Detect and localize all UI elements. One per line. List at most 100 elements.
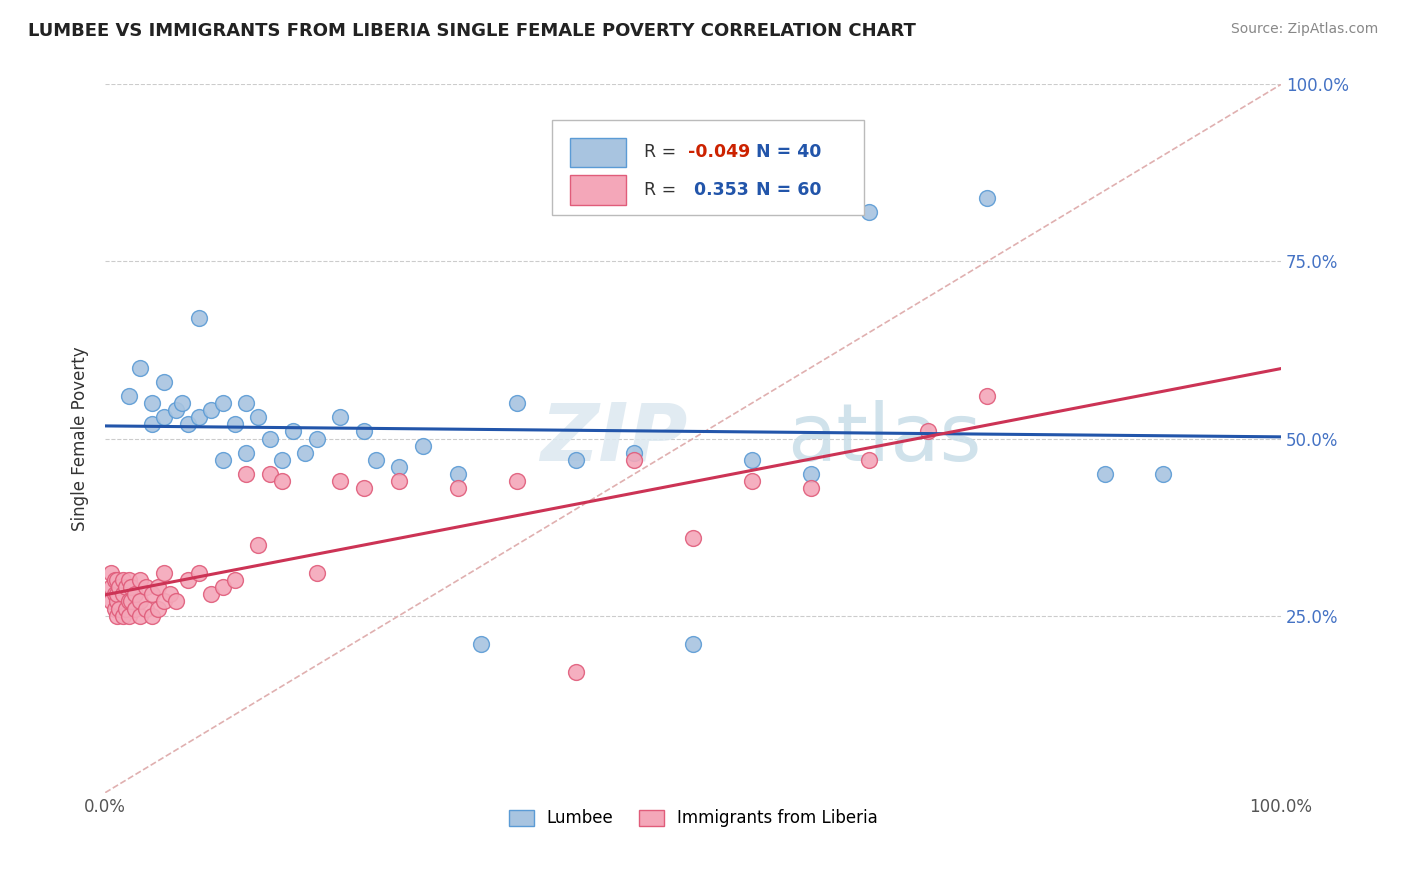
Point	[111, 608, 134, 623]
Point	[259, 432, 281, 446]
Point	[623, 446, 645, 460]
Point	[104, 573, 127, 587]
Point	[211, 580, 233, 594]
Point	[976, 389, 998, 403]
Point	[146, 580, 169, 594]
Point	[305, 432, 328, 446]
Point	[270, 452, 292, 467]
Text: LUMBEE VS IMMIGRANTS FROM LIBERIA SINGLE FEMALE POVERTY CORRELATION CHART: LUMBEE VS IMMIGRANTS FROM LIBERIA SINGLE…	[28, 22, 915, 40]
Point	[153, 410, 176, 425]
Point	[247, 410, 270, 425]
Point	[800, 481, 823, 495]
Text: -0.049: -0.049	[689, 144, 751, 161]
Point	[188, 410, 211, 425]
Text: atlas: atlas	[787, 400, 981, 477]
Point	[564, 665, 586, 680]
Point	[129, 573, 152, 587]
Point	[153, 566, 176, 580]
Text: 0.353: 0.353	[689, 181, 749, 199]
Point	[235, 467, 257, 481]
Point	[129, 360, 152, 375]
Point	[741, 452, 763, 467]
Point	[564, 452, 586, 467]
Point	[270, 474, 292, 488]
Point	[412, 439, 434, 453]
Point	[176, 417, 198, 432]
Point	[111, 573, 134, 587]
Point	[135, 601, 157, 615]
Point	[115, 580, 138, 594]
Point	[135, 580, 157, 594]
Point	[329, 474, 352, 488]
Point	[118, 608, 141, 623]
Point	[682, 531, 704, 545]
Point	[235, 446, 257, 460]
Point	[129, 608, 152, 623]
Text: Source: ZipAtlas.com: Source: ZipAtlas.com	[1230, 22, 1378, 37]
Point	[165, 403, 187, 417]
Point	[141, 396, 163, 410]
Point	[100, 566, 122, 580]
Point	[623, 452, 645, 467]
Point	[447, 467, 470, 481]
Point	[1094, 467, 1116, 481]
Point	[200, 403, 222, 417]
Point	[211, 396, 233, 410]
Point	[153, 594, 176, 608]
Text: R =: R =	[644, 181, 682, 199]
Point	[141, 587, 163, 601]
Text: R =: R =	[644, 144, 682, 161]
Point	[200, 587, 222, 601]
Point	[1152, 467, 1174, 481]
Point	[129, 594, 152, 608]
Text: ZIP: ZIP	[540, 400, 688, 477]
Point	[105, 608, 128, 623]
Point	[506, 474, 529, 488]
Y-axis label: Single Female Poverty: Single Female Poverty	[72, 346, 89, 531]
Point	[146, 601, 169, 615]
Point	[159, 587, 181, 601]
Point	[858, 205, 880, 219]
Point	[224, 417, 246, 432]
Point	[388, 459, 411, 474]
Point	[120, 580, 142, 594]
Point	[104, 601, 127, 615]
Point	[364, 452, 387, 467]
Point	[124, 587, 146, 601]
Point	[211, 452, 233, 467]
Point	[141, 608, 163, 623]
Point	[141, 417, 163, 432]
Point	[108, 601, 131, 615]
Point	[111, 587, 134, 601]
Point	[188, 311, 211, 326]
Point	[353, 481, 375, 495]
Point	[118, 389, 141, 403]
Point	[165, 594, 187, 608]
Point	[104, 587, 127, 601]
Point	[741, 474, 763, 488]
FancyBboxPatch shape	[553, 120, 863, 216]
Point	[506, 396, 529, 410]
Point	[224, 573, 246, 587]
Point	[388, 474, 411, 488]
Legend: Lumbee, Immigrants from Liberia: Lumbee, Immigrants from Liberia	[502, 803, 884, 834]
Point	[294, 446, 316, 460]
Point	[353, 425, 375, 439]
Point	[247, 538, 270, 552]
Point	[283, 425, 305, 439]
Point	[682, 637, 704, 651]
Point	[108, 580, 131, 594]
Point	[447, 481, 470, 495]
Point	[170, 396, 193, 410]
Text: N = 40: N = 40	[744, 144, 821, 161]
Point	[470, 637, 492, 651]
FancyBboxPatch shape	[569, 175, 626, 205]
Point	[115, 601, 138, 615]
Point	[305, 566, 328, 580]
Point	[100, 580, 122, 594]
Point	[120, 594, 142, 608]
Text: N = 60: N = 60	[744, 181, 821, 199]
Point	[858, 452, 880, 467]
Point	[105, 587, 128, 601]
Point	[105, 594, 128, 608]
